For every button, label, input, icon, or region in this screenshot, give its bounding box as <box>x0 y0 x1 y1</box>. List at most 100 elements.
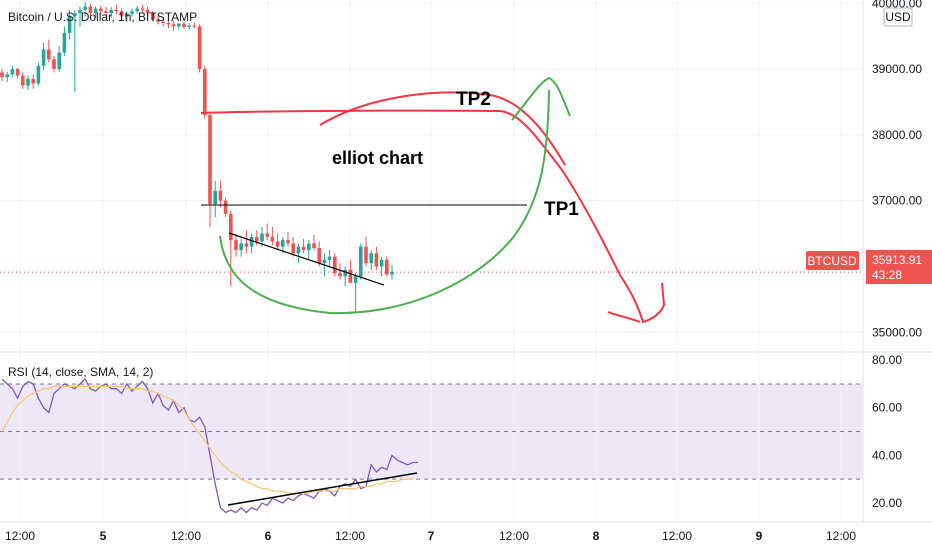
candle-body <box>119 11 124 17</box>
rsi-series <box>1 378 418 514</box>
candlestick-series <box>0 1 394 313</box>
candle-body <box>26 78 30 86</box>
candle-body <box>244 243 249 247</box>
time-tick-label: 12:00 <box>335 529 365 543</box>
price-tick-label: 38000.00 <box>872 128 922 142</box>
symbol-tag <box>806 251 859 270</box>
candle-body <box>73 13 77 17</box>
candle-body <box>145 9 150 14</box>
time-axis[interactable]: 12:00 5 12:00 6 12:00 7 12:00 8 12:00 9 12:00 <box>0 521 932 543</box>
rsi-tick-label: 60.00 <box>872 401 902 415</box>
price-axis-ticks: 40000.00 39000.00 38000.00 37000.00 35000.00 <box>872 0 922 339</box>
time-axis-ticks: 12:00 5 12:00 6 12:00 7 12:00 8 12:00 9 12:00 <box>5 529 856 543</box>
price-tick-label: 39000.00 <box>872 62 922 76</box>
time-tick-label: 7 <box>428 529 435 543</box>
candle-body <box>36 65 41 84</box>
candle-body <box>390 271 394 275</box>
candle-body <box>182 23 186 27</box>
candle-body <box>31 78 35 84</box>
candle-body <box>5 74 9 77</box>
candle-body <box>130 11 134 14</box>
candle-body <box>57 52 61 70</box>
rsi-title: RSI (14, close, SMA, 14, 2) <box>8 365 153 379</box>
candle-body <box>47 49 51 60</box>
user-drawings[interactable]: TP2 TP1 elliot chart <box>200 76 666 324</box>
candle-body <box>249 236 254 247</box>
time-tick-label: 12:00 <box>826 529 856 543</box>
candle-body <box>177 23 181 27</box>
candle-body <box>343 269 347 277</box>
candle-body <box>114 9 119 12</box>
rsi-pane[interactable]: RSI (14, close, SMA, 14, 2) 80.00 60.00 40… <box>0 353 902 522</box>
candle-body <box>213 190 217 204</box>
red-target-hook[interactable] <box>607 311 641 323</box>
candle-body <box>312 243 316 249</box>
candle-body <box>317 248 321 264</box>
candle-body <box>327 256 332 260</box>
candle-body <box>203 69 207 116</box>
green-cup-curve[interactable] <box>219 89 550 315</box>
candle-body <box>156 19 160 22</box>
candle-body <box>135 8 139 12</box>
price-tick-label: 37000.00 <box>872 194 922 208</box>
time-tick-label: 12:00 <box>5 529 35 543</box>
candle-body <box>281 240 285 247</box>
price-pane[interactable]: Bitcoin / U.S. Dollar, 1h, BITSTAMP <box>0 0 863 352</box>
candle-body <box>348 269 353 283</box>
currency-button[interactable] <box>883 7 913 27</box>
candle-body <box>359 246 363 277</box>
red-path-tp2-to-target[interactable] <box>200 109 666 324</box>
price-axis[interactable]: 40000.00 39000.00 38000.00 37000.00 35000.00… <box>806 0 932 522</box>
candle-body <box>291 243 295 254</box>
candle-body <box>286 240 290 244</box>
time-tick-label: 8 <box>593 529 600 543</box>
candle-body <box>239 243 243 251</box>
time-tick-label: 12:00 <box>662 529 692 543</box>
time-tick-label: 5 <box>100 529 107 543</box>
price-grid <box>0 0 863 352</box>
candle-body <box>270 236 275 242</box>
symbol-tag-text: BTCUSD <box>807 254 857 268</box>
candle-body <box>322 259 327 264</box>
rsi-grid <box>0 353 863 522</box>
candle-body <box>234 240 238 251</box>
green-peak-curve[interactable] <box>511 76 571 121</box>
candle-body <box>151 13 155 20</box>
last-price-tag <box>866 250 932 284</box>
candle-body <box>15 69 20 76</box>
candle-body <box>83 6 87 10</box>
time-tick-label: 12:00 <box>171 529 201 543</box>
rsi-uptrend-line[interactable] <box>227 472 418 506</box>
candle-body <box>41 49 46 66</box>
candle-body <box>161 21 165 24</box>
candle-body <box>229 213 233 241</box>
last-price-value: 35913.91 <box>872 253 922 267</box>
candle-body <box>265 233 269 237</box>
bar-countdown: 43:28 <box>872 268 902 282</box>
candle-body <box>364 246 368 264</box>
candle-body <box>21 75 25 86</box>
candle-body <box>379 259 384 267</box>
candle-body <box>109 9 113 14</box>
candle-body <box>374 253 379 267</box>
candle-body <box>88 6 93 14</box>
candle-body <box>104 11 108 14</box>
candle-body <box>307 243 311 251</box>
candle-body <box>140 8 145 10</box>
price-tick-label: 40000.00 <box>872 0 922 10</box>
price-tick-label: 35000.00 <box>872 325 922 339</box>
candle-body <box>197 26 202 70</box>
candle-body <box>223 200 228 214</box>
candle-body <box>192 25 197 27</box>
candle-body <box>369 253 373 264</box>
candle-body <box>296 246 301 254</box>
red-arc-drawing[interactable] <box>319 91 566 166</box>
candle-body <box>93 8 98 14</box>
candle-body <box>67 16 72 33</box>
rsi-tick-label: 20.00 <box>872 496 902 510</box>
candle-body <box>275 241 280 247</box>
price-downtrend-line[interactable] <box>228 232 385 286</box>
elliot-chart-label: elliot chart <box>332 148 423 168</box>
candle-body <box>301 246 306 251</box>
